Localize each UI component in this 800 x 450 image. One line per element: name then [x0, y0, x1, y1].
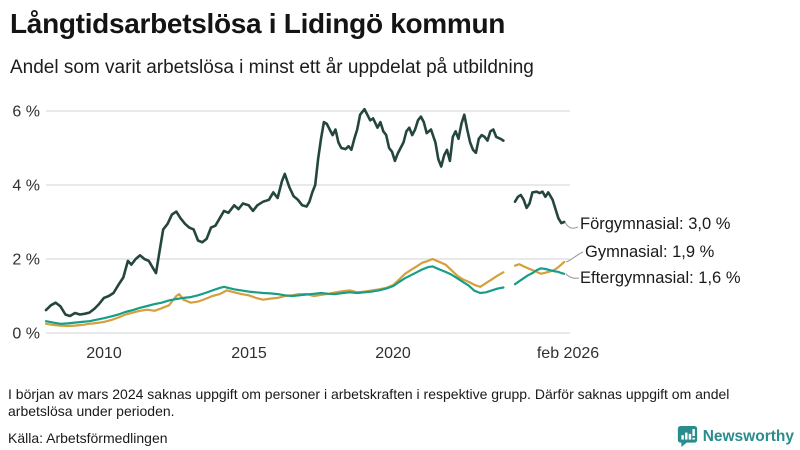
y-axis-label-6: 6 % — [12, 104, 40, 121]
series-label-gymnasial: Gymnasial: 1,9 % — [585, 243, 715, 261]
newsworthy-chart-bubble-icon — [677, 425, 698, 448]
leader-line-gymnasial — [565, 251, 584, 263]
x-axis-label-2020: 2020 — [375, 345, 411, 362]
page-title: Långtidsarbetslösa i Lidingö kommun — [10, 8, 506, 39]
y-axis-label-4: 4 % — [12, 178, 40, 195]
series-label-forgymnasial: Förgymnasial: 3,0 % — [580, 215, 731, 233]
x-axis-label-2010: 2010 — [86, 345, 122, 362]
newsworthy-logo: Newsworthy — [677, 425, 794, 448]
x-axis-label-feb-2026: feb 2026 — [537, 345, 599, 362]
x-axis-label-2015: 2015 — [231, 345, 267, 362]
leader-line-eftergymnasial — [565, 273, 580, 279]
leader-line-forgymnasial — [565, 222, 579, 229]
y-axis-label-0: 0 % — [12, 326, 40, 343]
footnote: I början av mars 2024 saknas uppgift om … — [8, 386, 730, 419]
newsworthy-wordmark: Newsworthy — [702, 427, 794, 445]
series-label-eftergymnasial: Eftergymnasial: 1,6 % — [580, 269, 741, 287]
series-line-forgymnasial — [44, 107, 566, 318]
y-axis-label-2: 2 % — [12, 252, 40, 269]
source-credit: Källa: Arbetsförmedlingen — [8, 430, 168, 446]
page-subtitle: Andel som varit arbetslösa i minst ett å… — [10, 57, 534, 78]
series-line-eftergymnasial — [44, 265, 566, 325]
